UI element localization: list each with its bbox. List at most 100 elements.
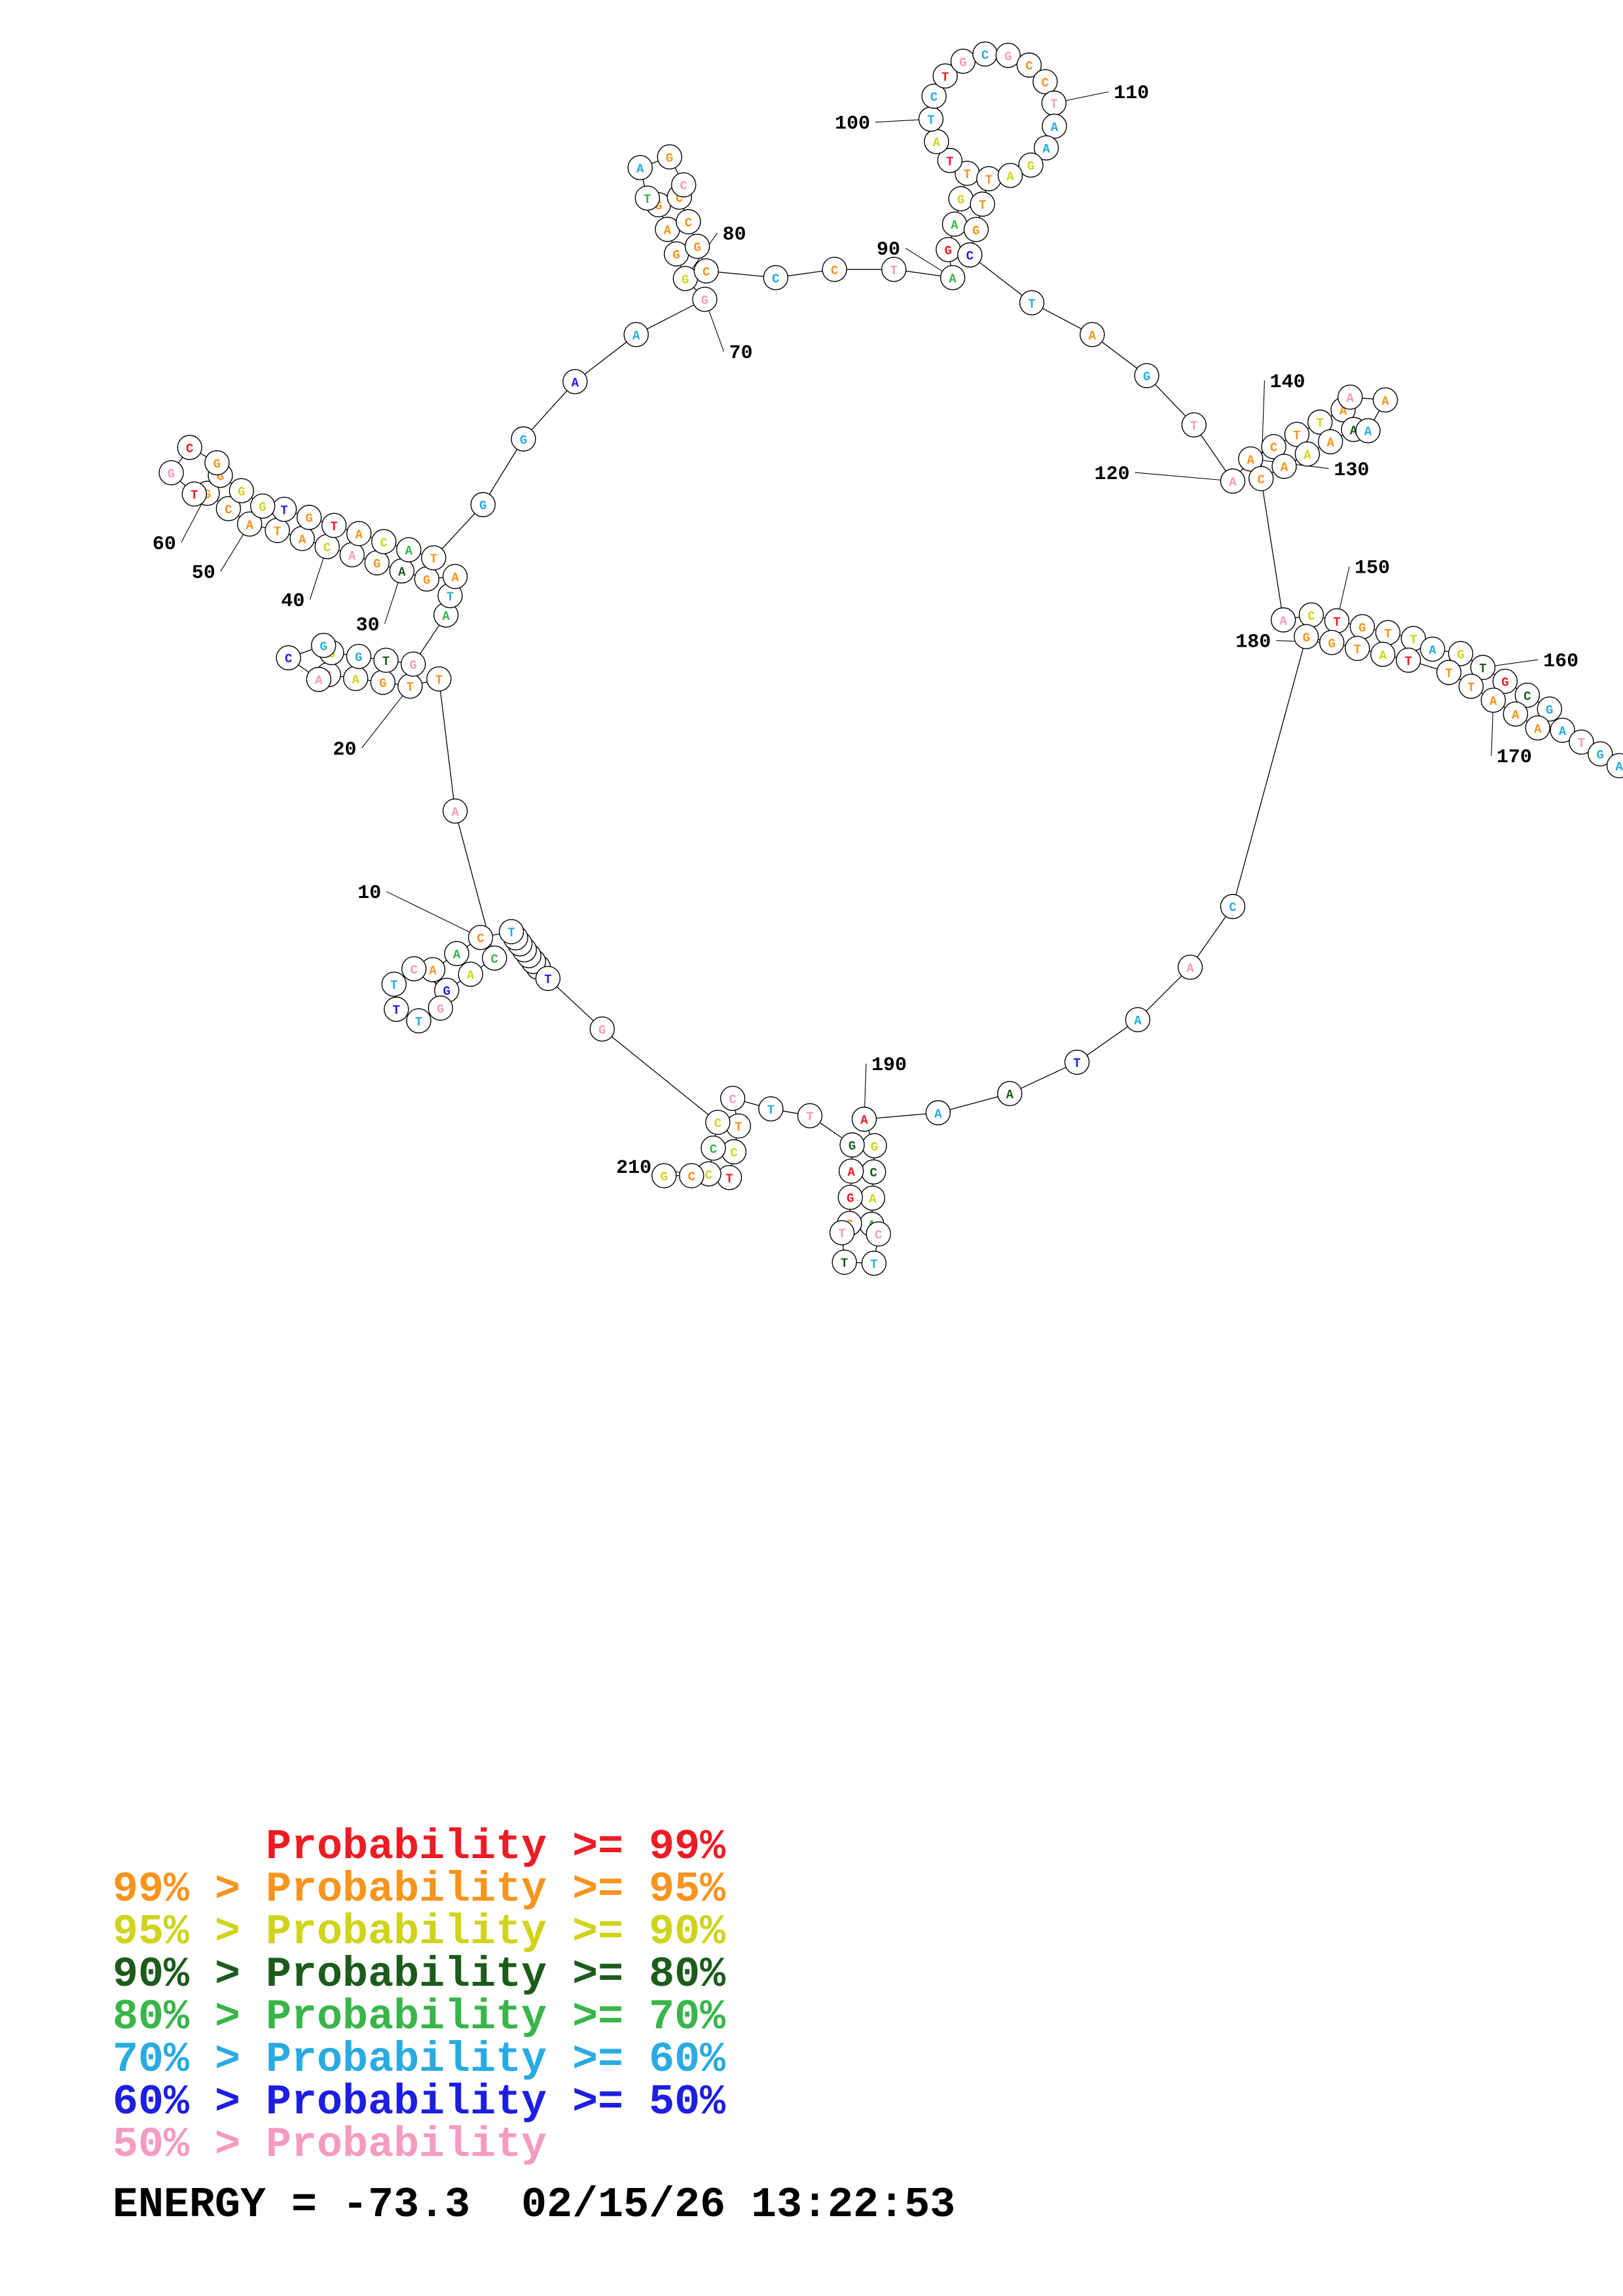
svg-text:10: 10 — [357, 882, 381, 905]
svg-text:80: 80 — [723, 224, 746, 246]
svg-text:C: C — [186, 442, 193, 456]
svg-text:C: C — [710, 1142, 717, 1157]
svg-text:180: 180 — [1235, 632, 1271, 654]
svg-text:C: C — [225, 503, 232, 517]
svg-text:C: C — [1270, 441, 1277, 456]
svg-text:T: T — [1479, 662, 1486, 676]
svg-text:C: C — [966, 249, 974, 264]
svg-text:G: G — [355, 651, 362, 665]
svg-text:G: G — [520, 433, 527, 448]
svg-text:A: A — [1379, 649, 1387, 663]
svg-text:T: T — [191, 488, 198, 503]
svg-text:G: G — [957, 193, 964, 207]
svg-text:G: G — [693, 241, 701, 255]
svg-text:G: G — [598, 1023, 606, 1037]
svg-text:C: C — [1523, 689, 1531, 704]
svg-text:A: A — [1279, 614, 1287, 628]
svg-text:G: G — [847, 1192, 854, 1206]
svg-text:T: T — [280, 503, 287, 518]
svg-text:G: G — [1501, 675, 1508, 690]
svg-text:A: A — [860, 1113, 868, 1128]
svg-text:A: A — [1615, 760, 1623, 774]
svg-text:C: C — [981, 48, 989, 63]
svg-text:A: A — [299, 533, 306, 547]
svg-text:T: T — [964, 168, 971, 182]
svg-text:G: G — [1143, 370, 1150, 384]
svg-text:T: T — [1073, 1056, 1080, 1071]
svg-text:170: 170 — [1497, 747, 1532, 769]
svg-text:A: A — [951, 219, 958, 233]
svg-text:T: T — [735, 1121, 742, 1135]
svg-text:T: T — [390, 978, 397, 993]
svg-text:T: T — [725, 1172, 733, 1186]
svg-text:G: G — [409, 658, 416, 673]
svg-text:A: A — [315, 673, 323, 688]
svg-text:T: T — [331, 520, 338, 534]
svg-text:A: A — [451, 805, 459, 819]
svg-text:A: A — [1089, 329, 1097, 343]
svg-text:C: C — [323, 541, 331, 555]
svg-text:G: G — [373, 557, 380, 571]
svg-text:T: T — [946, 154, 953, 169]
svg-text:100: 100 — [835, 113, 870, 135]
svg-text:A: A — [405, 544, 413, 558]
svg-text:A: A — [632, 329, 640, 343]
svg-text:T: T — [1317, 416, 1324, 431]
svg-text:G: G — [959, 56, 966, 70]
svg-text:C: C — [477, 932, 484, 946]
svg-text:G: G — [305, 512, 312, 526]
svg-text:A: A — [453, 948, 461, 962]
svg-text:A: A — [1534, 722, 1542, 736]
svg-text:130: 130 — [1334, 459, 1369, 482]
svg-text:C: C — [702, 265, 710, 279]
svg-text:C: C — [772, 272, 779, 286]
svg-text:A: A — [1429, 643, 1436, 658]
svg-text:A: A — [348, 549, 356, 564]
svg-text:70: 70 — [729, 342, 753, 365]
svg-text:210: 210 — [616, 1157, 651, 1179]
svg-text:G: G — [972, 224, 979, 238]
svg-text:T: T — [1333, 615, 1340, 630]
svg-text:T: T — [430, 552, 437, 567]
svg-text:G: G — [848, 1139, 856, 1154]
svg-text:20: 20 — [333, 739, 357, 761]
svg-text:G: G — [871, 1140, 878, 1155]
svg-text:G: G — [1597, 748, 1604, 762]
svg-text:T: T — [979, 198, 986, 213]
svg-text:T: T — [985, 173, 993, 187]
svg-text:G: G — [168, 467, 175, 482]
svg-text:A: A — [1134, 1014, 1142, 1028]
svg-text:G: G — [1359, 621, 1366, 636]
svg-text:A: A — [1042, 142, 1050, 156]
svg-text:A: A — [1559, 725, 1567, 739]
svg-text:T: T — [941, 70, 949, 84]
svg-text:T: T — [1467, 681, 1474, 695]
svg-text:A: A — [1304, 448, 1311, 463]
svg-text:T: T — [927, 113, 934, 128]
svg-text:C: C — [1258, 473, 1265, 487]
svg-text:150: 150 — [1355, 558, 1390, 580]
svg-text:T: T — [393, 1003, 400, 1018]
svg-text:C: C — [1025, 60, 1032, 74]
svg-text:A: A — [451, 571, 459, 585]
svg-text:160: 160 — [1543, 651, 1578, 673]
svg-text:A: A — [869, 1193, 877, 1207]
svg-text:T: T — [644, 192, 651, 207]
svg-text:T: T — [447, 590, 454, 604]
svg-text:T: T — [435, 673, 443, 688]
svg-text:T: T — [544, 973, 551, 987]
svg-text:C: C — [729, 1092, 736, 1107]
svg-text:G: G — [238, 485, 245, 499]
svg-text:120: 120 — [1094, 463, 1129, 486]
svg-text:A: A — [1364, 425, 1372, 439]
svg-text:T: T — [1354, 643, 1361, 657]
svg-text:C: C — [680, 179, 687, 194]
svg-text:A: A — [467, 969, 475, 983]
svg-text:T: T — [1404, 655, 1412, 669]
svg-text:A: A — [949, 272, 957, 286]
svg-text:A: A — [1006, 170, 1014, 184]
svg-text:A: A — [429, 964, 437, 978]
svg-text:T: T — [274, 525, 281, 539]
svg-text:G: G — [1027, 159, 1034, 173]
svg-text:C: C — [869, 1166, 877, 1181]
